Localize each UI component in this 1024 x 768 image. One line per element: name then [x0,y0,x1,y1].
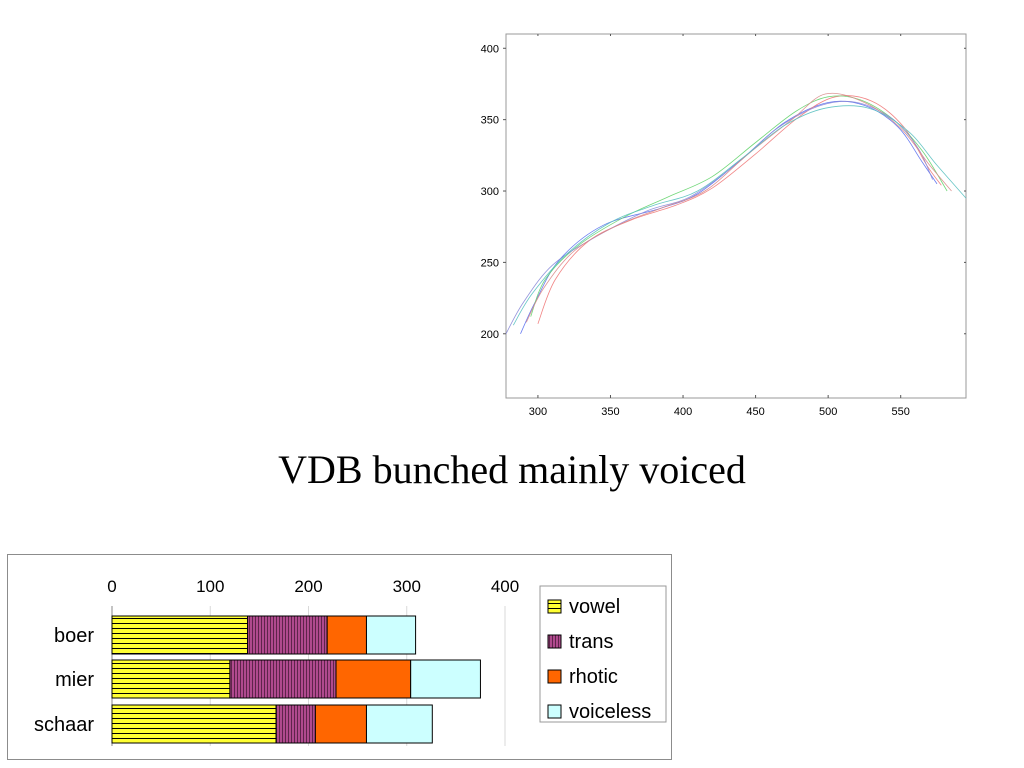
bar-rhotic-mier [335,659,412,699]
x-axis: 300 350 400 450 500 550 [529,34,910,418]
legend-swatch [547,704,562,719]
y-tick-label: 350 [481,115,499,127]
bar-trans-schaar [275,704,316,744]
category-label: mier [55,669,94,691]
x-tick-label: 0 [107,577,116,596]
legend-label: trans [569,631,613,653]
x-tick-label: 300 [529,406,547,418]
y-tick-label: 250 [481,257,499,269]
legend-swatch [547,634,562,649]
bar-rhotic-boer [326,615,367,655]
series-group [505,92,967,334]
bar-voiceless-mier [410,659,481,699]
legend-label: rhotic [569,666,618,688]
y-axis: 200 250 300 350 400 [481,43,966,341]
bar-rhotic-schaar [314,704,367,744]
x-tick-label: 200 [294,577,322,596]
series-line [505,100,933,334]
plot-area [505,33,967,399]
series-line [520,100,938,334]
category-label: schaar [34,714,94,736]
y-tick-label: 300 [481,186,499,198]
line-chart: 200 250 300 350 400 300 350 400 450 500 550 [481,33,967,418]
bars-group [111,615,481,744]
x-axis: 0 100 200 300 400 [107,577,519,596]
series-line [537,95,942,324]
x-tick-label: 300 [393,577,421,596]
series-line [525,92,952,323]
legend: vowel trans rhotic voiceless [539,585,667,723]
x-tick-label: 450 [746,406,764,418]
x-tick-label: 400 [491,577,519,596]
series-line [512,105,967,326]
y-axis: boer mier schaar [34,625,94,736]
x-tick-label: 100 [196,577,224,596]
category-label: boer [54,625,94,647]
bar-vowel-schaar [111,704,277,744]
bar-voiceless-boer [365,615,417,655]
x-tick-label: 400 [674,406,692,418]
plot-frame [505,33,967,399]
bar-trans-boer [247,615,328,655]
legend-swatch [547,599,562,614]
y-tick-label: 400 [481,43,499,55]
bar-vowel-boer [111,615,249,655]
legend-label: vowel [569,596,620,618]
bar-vowel-mier [111,659,231,699]
bar-chart: 0 100 200 300 400 boer mier schaar vowel trans r… [7,554,672,760]
series-line [530,95,948,317]
x-tick-label: 550 [892,406,910,418]
page-title: VDB bunched mainly voiced [278,447,746,492]
x-tick-label: 500 [819,406,837,418]
x-tick-label: 350 [601,406,619,418]
y-tick-label: 200 [481,329,499,341]
legend-swatch [547,669,562,684]
legend-label: voiceless [569,701,651,723]
bar-voiceless-schaar [365,704,433,744]
bar-trans-mier [229,659,337,699]
